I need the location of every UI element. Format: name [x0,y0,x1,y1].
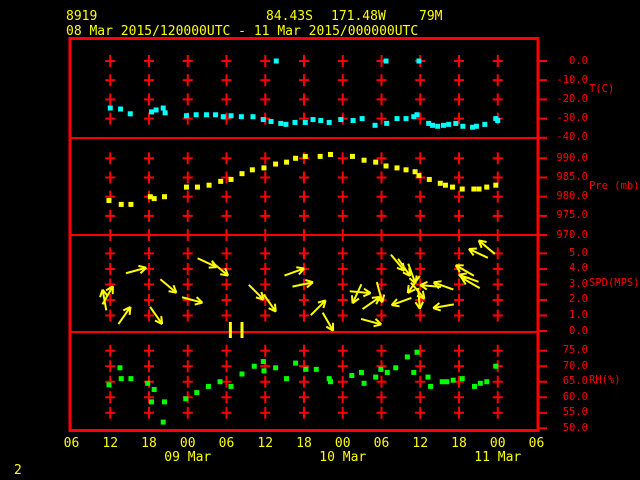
y-tick-label-relative_humidity: 50.0 [562,421,588,434]
date-label: 11 Mar [474,450,522,465]
x-tick-label: 06 [63,436,80,451]
x-tick-label: 18 [141,436,157,451]
x-tick-label: 18 [451,436,467,451]
x-tick-label: 12 [412,436,429,451]
date-label: 10 Mar [319,450,367,465]
station-id: 8919 [66,9,98,24]
y-tick-label-relative_humidity: 65.0 [562,375,588,388]
y-tick-label-temperature: -10.0 [556,73,588,86]
x-tick-label: 06 [528,436,545,451]
x-tick-label: 12 [257,436,274,451]
y-tick-label-wind_speed: 4.0 [569,262,588,275]
y-tick-label-relative_humidity: 55.0 [562,406,588,419]
y-tick-label-temperature: -20.0 [556,92,588,105]
time-range: 08 Mar 2015/120000UTC - 11 Mar 2015/0000… [66,24,419,39]
x-tick-label: 12 [102,436,119,451]
x-tick-label: 00 [334,436,351,451]
x-tick-label: 06 [373,436,390,451]
y-tick-label-pressure: 980.0 [556,190,588,203]
axis-label-temperature: T(C) [589,82,615,95]
y-tick-label-pressure: 970.0 [556,228,588,241]
y-tick-label-temperature: -30.0 [556,112,588,125]
y-tick-label-wind_speed: 0.0 [569,324,588,337]
y-tick-label-wind_speed: 3.0 [569,277,588,290]
axis-label-wind_speed: SPD(MPS) [589,277,640,289]
y-tick-label-relative_humidity: 75.0 [562,344,588,357]
station-elevation: 79M [419,9,443,24]
x-tick-label: 18 [296,436,312,451]
x-tick-label: 00 [489,436,506,451]
y-tick-label-pressure: 975.0 [556,209,588,222]
y-tick-label-wind_speed: 5.0 [569,246,588,259]
date-label: 09 Mar [164,450,212,465]
y-tick-label-wind_speed: 2.0 [569,293,588,306]
axis-label-pressure: Pre (mb) [589,180,640,192]
y-tick-label-pressure: 985.0 [556,171,588,183]
station-latitude: 84.43S [266,9,313,24]
x-tick-label: 06 [218,436,235,451]
station-longitude: 171.48W [331,9,386,24]
axis-label-relative_humidity: RH(%) [589,374,621,387]
y-tick-label-temperature: -40.0 [556,131,588,144]
y-tick-label-relative_humidity: 60.0 [562,390,588,403]
y-tick-label-pressure: 990.0 [556,151,588,164]
page-number: 2 [14,463,22,478]
y-tick-label-relative_humidity: 70.0 [562,359,588,372]
x-tick-label: 00 [179,436,196,451]
y-tick-label-wind_speed: 1.0 [569,308,588,321]
y-tick-label-temperature: 0.0 [569,54,588,67]
